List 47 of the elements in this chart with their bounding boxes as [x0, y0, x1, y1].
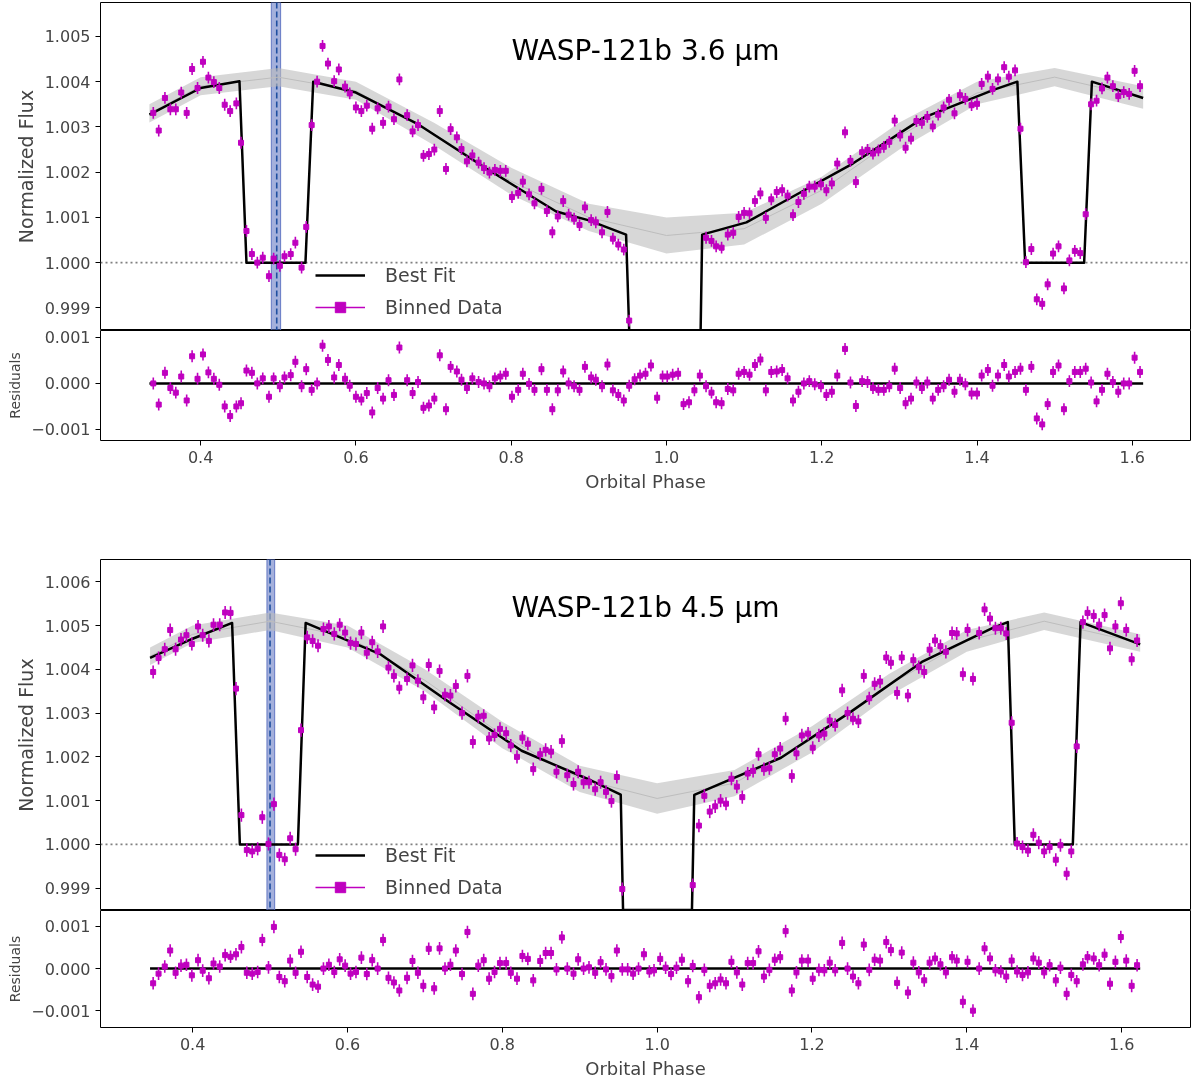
- legend-label: Best Fit: [385, 264, 456, 286]
- x-tick-label: 0.4: [187, 447, 214, 467]
- y-axis-title: Residuals: [7, 935, 24, 1003]
- x-tick-label: 1.6: [1108, 1034, 1135, 1054]
- x-tick-label: 1.0: [644, 1034, 670, 1054]
- y-axis-title: Normalized Flux: [14, 658, 37, 812]
- y-tick-label: 0.000: [44, 374, 91, 394]
- x-axis-title: Orbital Phase: [585, 1057, 706, 1079]
- text: WASP-121b 3.6 μm: [511, 34, 780, 67]
- y-tick-label: 1.004: [44, 72, 91, 92]
- x-tick-label: 1.2: [799, 1034, 825, 1054]
- y-tick-label: 1.006: [44, 572, 91, 592]
- x-tick-label: 1.6: [1119, 447, 1145, 467]
- y-tick-label: 1.000: [44, 253, 91, 273]
- x-axis-title: Orbital Phase: [585, 470, 706, 492]
- x-tick-label: 1.0: [653, 447, 680, 467]
- y-tick-label: 1.002: [44, 163, 91, 183]
- x-tick-label: 1.2: [809, 447, 835, 467]
- y-tick-label: 1.000: [44, 835, 91, 855]
- x-tick-label: 0.8: [498, 447, 524, 467]
- legend-label: Binned Data: [385, 296, 503, 318]
- legend-label: Binned Data: [385, 876, 503, 898]
- y-tick-label: 1.002: [44, 747, 91, 767]
- y-tick-label: 1.005: [44, 616, 91, 636]
- y-axis-title: Residuals: [7, 352, 24, 419]
- y-tick-label: 0.001: [44, 328, 91, 348]
- y-tick-label: 0.000: [44, 959, 91, 979]
- x-tick-label: 0.6: [334, 1034, 361, 1054]
- y-axis-title: Normalized Flux: [14, 89, 37, 244]
- x-tick-label: 0.6: [343, 447, 369, 467]
- y-tick-label: 0.999: [44, 298, 91, 318]
- y-tick-label: 1.001: [44, 791, 91, 811]
- y-tick-label: 0.999: [44, 879, 91, 899]
- y-tick-label: 0.001: [44, 917, 91, 937]
- y-tick-label: 1.004: [44, 660, 91, 680]
- y-tick-label: 1.003: [44, 117, 91, 137]
- text: WASP-121b 4.5 μm: [511, 591, 780, 624]
- x-tick-label: 1.4: [964, 447, 990, 467]
- y-tick-label: 1.001: [44, 208, 91, 228]
- x-tick-label: 1.4: [954, 1034, 980, 1054]
- x-tick-label: 0.4: [179, 1034, 206, 1054]
- y-tick-label: 1.005: [44, 27, 91, 47]
- x-tick-label: 0.8: [489, 1034, 516, 1054]
- y-tick-label: −0.001: [31, 1001, 91, 1021]
- y-tick-label: −0.001: [31, 420, 91, 440]
- y-tick-label: 1.003: [44, 704, 91, 724]
- legend-label: Best Fit: [385, 844, 456, 866]
